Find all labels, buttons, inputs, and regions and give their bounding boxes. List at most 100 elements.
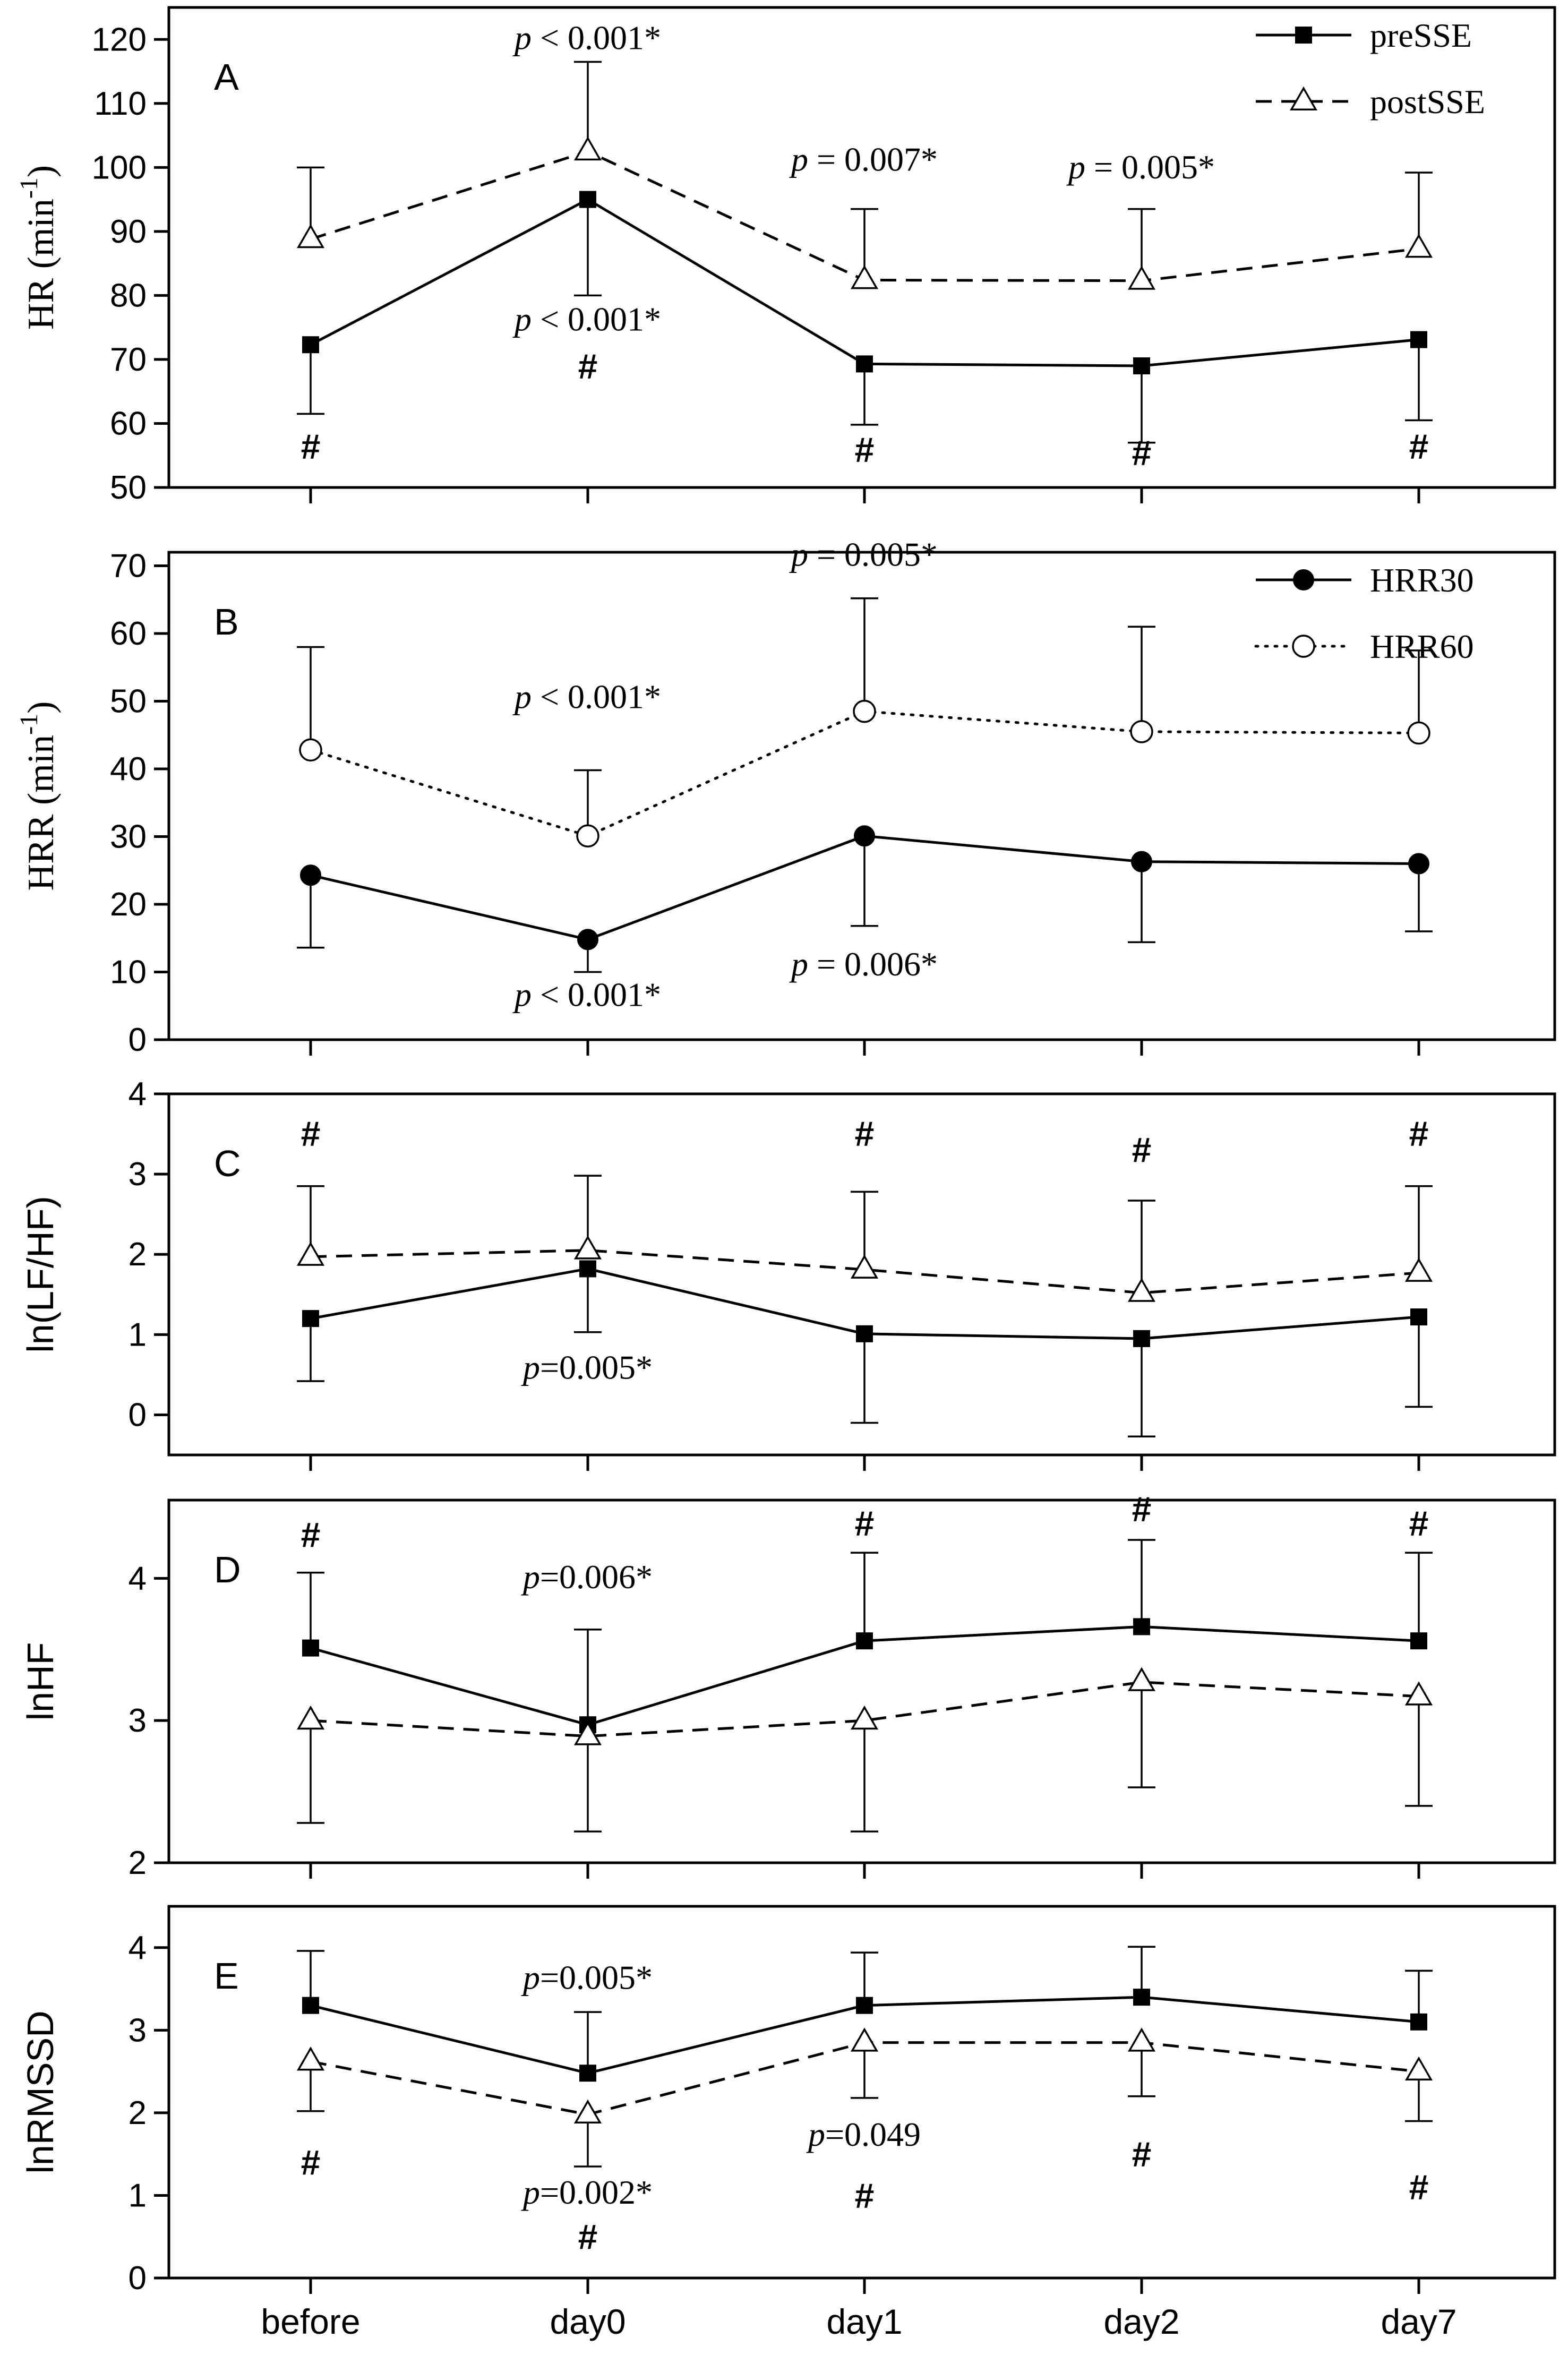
y-tick-label: 50 [110, 469, 147, 506]
significance-marker: # [1409, 1504, 1429, 1543]
data-point-presse [302, 336, 319, 354]
legend-label: postSSE [1370, 83, 1485, 121]
significance-marker: # [578, 347, 598, 386]
plot-frame [167, 6, 1556, 489]
y-tick-label: 0 [128, 2260, 147, 2297]
x-tick-label: before [261, 2302, 360, 2341]
y-axis-label: HR (min-1) [15, 165, 62, 330]
data-point-postsse [573, 1721, 602, 1745]
data-point-postsse [850, 1254, 879, 1279]
data-point-hrr60 [1407, 721, 1430, 745]
y-tick-label: 60 [110, 405, 147, 442]
x-axis: before day0 day1 day2 day7 [261, 2302, 1456, 2341]
y-tick-label: 100 [92, 149, 147, 186]
p-value-annotation: p=0.049 [806, 2116, 921, 2153]
data-point-postsse [573, 1235, 602, 1260]
x-tick-label: day0 [550, 2302, 626, 2341]
y-tick-label: 70 [110, 341, 147, 378]
legend-label: HRR60 [1370, 628, 1474, 665]
data-point-presse [579, 1260, 596, 1278]
data-point-postsse [296, 2046, 325, 2071]
data-point-presse [856, 1632, 873, 1650]
y-tick-label: 3 [128, 2012, 147, 2049]
y-tick-label: 30 [110, 819, 147, 855]
significance-marker: # [855, 2176, 875, 2215]
y-tick-label: 40 [110, 751, 147, 787]
data-point-presse [856, 1325, 873, 1342]
x-tick-label: day2 [1103, 2302, 1179, 2341]
data-point-presse [856, 1997, 873, 2014]
y-tick-label: 2 [128, 1236, 147, 1273]
data-point-postsse [296, 224, 325, 249]
y-tick-label: 10 [110, 954, 147, 991]
plot-frame [167, 551, 1556, 1041]
y-tick-label: 60 [110, 615, 147, 652]
p-value-annotation: p=0.005* [521, 1348, 653, 1386]
data-point-presse [302, 1997, 319, 2014]
significance-marker: # [301, 427, 321, 466]
y-tick-label: 3 [128, 1702, 147, 1739]
data-point-hrr30 [854, 825, 875, 847]
data-point-hrr60 [299, 738, 322, 762]
plot-frame [167, 1905, 1556, 2280]
data-point-hrr60 [853, 699, 876, 723]
panel-c: 0 1 2 3 4 ln(LF/HF) C # # # # p=0.005* [20, 1076, 1556, 1471]
y-tick-label: 2 [128, 1845, 147, 1881]
data-point-presse [1133, 1618, 1150, 1635]
p-value-annotation: p < 0.001* [512, 301, 661, 338]
panel-label: D [214, 1549, 241, 1590]
data-point-presse [1133, 357, 1150, 374]
data-point-postsse [850, 265, 879, 289]
y-tick-label: 110 [94, 85, 147, 122]
y-tick-label: 1 [128, 1316, 147, 1353]
significance-marker: # [1409, 427, 1429, 466]
y-tick-label: 3 [128, 1156, 147, 1193]
y-tick-label: 90 [110, 213, 147, 250]
data-point-presse [302, 1310, 319, 1328]
data-point-presse [579, 2065, 596, 2082]
panel-label: B [214, 601, 239, 643]
data-point-postsse [1404, 1681, 1433, 1706]
data-point-postsse [1404, 1257, 1433, 1282]
data-point-hrr60 [1130, 720, 1153, 743]
panel-e: 0 1 2 3 4 lnRMSSD E p=0.005* p=0.049 p=0.002* # # # #… [20, 1905, 1556, 2297]
data-point-hrr30 [1408, 853, 1429, 875]
p-value-annotation: p = 0.007* [789, 140, 938, 178]
data-point-postsse [1404, 2056, 1433, 2081]
data-point-postsse [850, 2027, 879, 2052]
data-point-postsse [1127, 2027, 1156, 2052]
y-tick-label: 120 [92, 21, 147, 58]
p-value-annotation: p = 0.005* [789, 536, 938, 573]
data-point-presse [1133, 1989, 1150, 2006]
y-tick-label: 4 [128, 1560, 147, 1597]
significance-marker: # [301, 1114, 321, 1153]
x-tick-label: day1 [826, 2302, 902, 2341]
significance-marker: # [1132, 1130, 1152, 1169]
p-value-annotation: p = 0.005* [1066, 148, 1215, 186]
significance-marker: # [578, 2217, 598, 2257]
panel-label: E [214, 1955, 239, 1997]
y-tick-label: 20 [110, 886, 147, 923]
data-point-postsse [573, 2099, 602, 2123]
y-axis-label: lnRMSSD [20, 2010, 61, 2173]
data-point-presse [1410, 331, 1427, 348]
data-point-postsse [850, 1705, 879, 1730]
y-axis-label: HRR (min-1) [15, 701, 62, 891]
p-value-annotation: p=0.002* [521, 2173, 653, 2211]
data-point-postsse [1127, 1667, 1156, 1691]
panel-d: 2 3 4 lnHF D # # # # p=0.006* [20, 1489, 1556, 1881]
plot-frame [167, 1498, 1556, 1864]
data-point-postsse [1127, 1278, 1156, 1302]
data-point-postsse [296, 1241, 325, 1266]
panel-label: A [214, 56, 239, 98]
significance-marker: # [1409, 1114, 1429, 1153]
data-point-hrr30 [577, 929, 598, 950]
y-axis-label: lnHF [20, 1642, 61, 1721]
data-point-presse [302, 1639, 319, 1657]
data-point-presse [1410, 2013, 1427, 2031]
p-value-annotation: p < 0.001* [512, 975, 661, 1013]
significance-marker: # [1132, 1489, 1152, 1529]
